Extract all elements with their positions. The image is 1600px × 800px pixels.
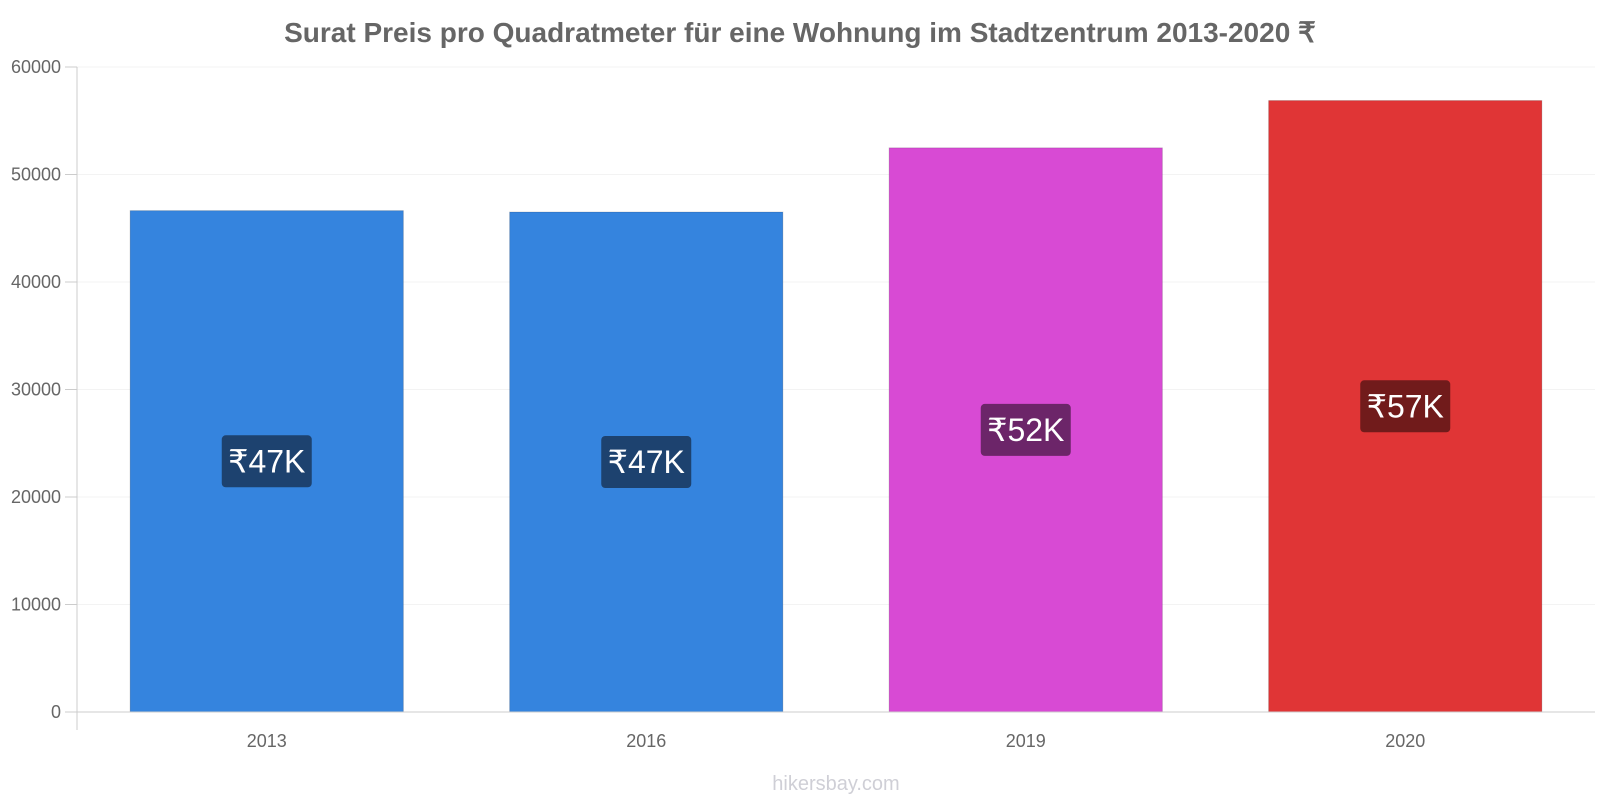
value-label: ₹52K	[987, 412, 1064, 448]
value-label-box	[601, 436, 692, 489]
axes: 0 10000 20000 30000 40000 50000 60000 2013 2016 2…	[11, 57, 1595, 751]
y-tick-label: 40000	[11, 272, 61, 292]
x-tick-label: 2016	[626, 731, 666, 751]
y-tick-label: 20000	[11, 487, 61, 507]
x-tick-label: 2020	[1385, 731, 1425, 751]
value-label: ₹47K	[228, 443, 305, 479]
y-tick-label: 30000	[11, 380, 61, 400]
x-tick-label: 2019	[1006, 731, 1046, 751]
bars	[129, 100, 1543, 713]
y-tick-label: 0	[51, 702, 61, 722]
value-label-box	[221, 435, 312, 488]
value-label-box	[1360, 380, 1451, 433]
y-tick-label: 10000	[11, 595, 61, 615]
value-label: ₹57K	[1367, 388, 1444, 424]
chart-title: Surat Preis pro Quadratmeter für eine Wo…	[284, 17, 1316, 48]
x-tick-label: 2013	[247, 731, 287, 751]
data-labels: ₹47K ₹47K ₹52K ₹57K	[221, 380, 1451, 489]
watermark: hikersbay.com	[772, 773, 899, 795]
value-label: ₹47K	[608, 444, 685, 480]
value-label-box	[980, 403, 1071, 456]
y-tick-label: 50000	[11, 165, 61, 185]
y-tick-label: 60000	[11, 57, 61, 77]
